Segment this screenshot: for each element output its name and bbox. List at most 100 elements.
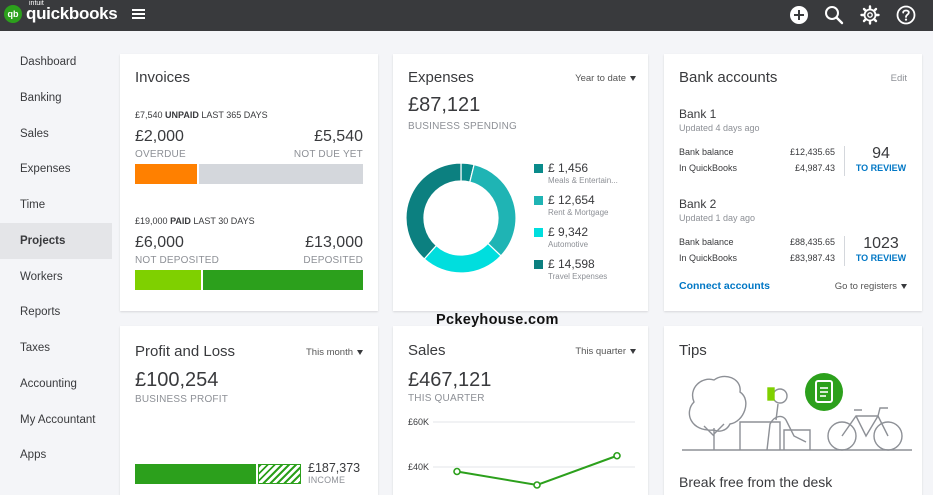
sales-title: Sales	[408, 342, 446, 359]
bank1-updated: Updated 4 days ago	[679, 123, 760, 133]
watermark-text: Pckeyhouse.com	[436, 312, 559, 328]
donut-slice-rent[interactable]	[469, 163, 517, 257]
sidebar-item-taxes[interactable]: Taxes	[20, 342, 51, 354]
profit-total: £100,254	[135, 369, 219, 391]
not-deposited-label: NOT DEPOSITED	[135, 255, 220, 266]
sidebar-item-dashboard[interactable]: Dashboard	[20, 56, 77, 68]
expense-amount-meals[interactable]: £ 1,456	[548, 161, 589, 175]
sales-total: £467,121	[408, 369, 492, 391]
unpaid-period: LAST 365 DAYS	[201, 110, 268, 120]
expenses-card: Expenses Year to date £87,121 BUSINESS S…	[393, 54, 648, 311]
sales-period-dropdown[interactable]: This quarter	[575, 346, 636, 357]
bank1-review-count[interactable]: 94	[872, 145, 890, 162]
donut-slice-travel[interactable]	[405, 162, 462, 260]
bank-edit-link[interactable]: Edit	[890, 73, 907, 84]
plus-icon[interactable]	[789, 5, 809, 25]
deposited-amount[interactable]: £13,000	[305, 234, 363, 251]
unpaid-amount: £7,540	[135, 110, 163, 120]
unpaid-bar[interactable]	[135, 164, 363, 184]
quickbooks-logo[interactable]: qb intuit quickbooks	[4, 0, 118, 24]
sidebar-item-accounting[interactable]: Accounting	[20, 378, 77, 390]
sales-point[interactable]	[533, 481, 541, 489]
overdue-bar-segment[interactable]	[135, 164, 197, 184]
sidebar-item-expenses[interactable]: Expenses	[20, 163, 71, 175]
paid-period: LAST 30 DAYS	[193, 216, 255, 226]
sales-sub: THIS QUARTER	[408, 393, 485, 404]
y-tick-label: £40K	[408, 462, 429, 472]
bank1-qb-balance: £4,987.43	[794, 163, 835, 173]
expense-amount-automotive[interactable]: £ 9,342	[548, 225, 589, 239]
profit-loss-card: Profit and Loss This month £100,254 BUSI…	[120, 326, 378, 495]
not-deposited-amount[interactable]: £6,000	[135, 234, 184, 251]
sales-point[interactable]	[453, 467, 461, 476]
logo-intuit: intuit	[29, 0, 44, 7]
not-due-amount[interactable]: £5,540	[314, 128, 363, 145]
bank1-review-label[interactable]: TO REVIEW	[855, 163, 907, 173]
bank1-qb-label: In QuickBooks	[679, 163, 738, 173]
not-deposited-bar-segment[interactable]	[135, 270, 202, 290]
paid-label: PAID	[170, 216, 191, 226]
sales-series-line	[456, 454, 618, 487]
profit-period-dropdown[interactable]: This month	[306, 347, 363, 358]
qb-logo-icon: qb	[4, 5, 22, 23]
menu-icon[interactable]	[132, 8, 146, 20]
paid-bar[interactable]	[135, 270, 363, 290]
bar-separator	[201, 270, 204, 290]
income-bar-hatched[interactable]	[258, 464, 301, 484]
invoices-title: Invoices	[135, 69, 191, 86]
expenses-period-dropdown[interactable]: Year to date	[575, 73, 636, 84]
expense-label-travel: Travel Expenses	[548, 272, 608, 281]
bank2-review-label[interactable]: TO REVIEW	[855, 253, 907, 263]
income-bar-track[interactable]	[135, 464, 301, 484]
deposited-label: DEPOSITED	[303, 255, 363, 266]
legend-swatch-rent	[534, 196, 543, 205]
connect-accounts-link[interactable]: Connect accounts	[679, 280, 771, 292]
bank2-name[interactable]: Bank 2	[679, 197, 717, 211]
sidebar-item-projects[interactable]: Projects	[0, 223, 112, 259]
expense-label-automotive: Automotive	[548, 240, 589, 249]
tips-headline[interactable]: Break free from the desk	[679, 474, 833, 490]
bank2-updated: Updated 1 day ago	[679, 213, 756, 223]
income-bar[interactable]	[135, 464, 257, 484]
search-icon[interactable]	[824, 5, 844, 25]
help-icon[interactable]	[896, 5, 916, 25]
profit-loss-title: Profit and Loss	[135, 343, 236, 360]
paid-amount: £19,000	[135, 216, 168, 226]
bank1-name[interactable]: Bank 1	[679, 107, 717, 121]
profit-sub: BUSINESS PROFIT	[135, 394, 229, 405]
income-amount[interactable]: £187,373	[308, 461, 361, 475]
expense-label-rent: Rent & Mortgage	[548, 208, 609, 217]
sidebar-item-time[interactable]: Time	[20, 199, 46, 211]
bank-accounts-card: Bank accounts Edit Bank 1 Updated 4 days…	[664, 54, 922, 311]
gear-icon[interactable]	[860, 5, 880, 25]
sales-line-chart[interactable]: £60K £40K	[393, 410, 648, 495]
expense-amount-rent[interactable]: £ 12,654	[548, 193, 595, 207]
legend-swatch-automotive	[534, 228, 543, 237]
tips-card: Tips Break free from the desk	[664, 326, 922, 495]
sidebar-item-sales[interactable]: Sales	[20, 128, 49, 140]
sidebar-item-apps[interactable]: Apps	[20, 449, 47, 461]
overdue-amount[interactable]: £2,000	[135, 128, 184, 145]
bank-accounts-title: Bank accounts	[679, 69, 778, 86]
sidebar-nav: Dashboard Banking Sales Expenses Time Pr…	[0, 31, 112, 495]
bank2-balance-label: Bank balance	[679, 237, 734, 247]
legend-swatch-meals	[534, 164, 543, 173]
bank2-review-count[interactable]: 1023	[863, 235, 899, 252]
bank2-qb-label: In QuickBooks	[679, 253, 738, 263]
sidebar-item-workers[interactable]: Workers	[20, 271, 63, 283]
sales-point[interactable]	[613, 451, 621, 460]
invoices-card: Invoices £7,540 UNPAID LAST 365 DAYS £2,…	[120, 54, 378, 311]
go-to-registers-dropdown[interactable]: Go to registers	[835, 281, 907, 292]
legend-swatch-travel	[534, 260, 543, 269]
sidebar-item-reports[interactable]: Reports	[20, 306, 61, 318]
bar-separator	[196, 164, 199, 184]
income-label: INCOME	[308, 475, 346, 485]
overdue-label: OVERDUE	[135, 149, 186, 160]
donut-slice-automotive[interactable]	[423, 242, 502, 274]
expense-amount-travel[interactable]: £ 14,598	[548, 257, 595, 271]
expenses-total: £87,121	[408, 94, 481, 116]
sidebar-item-my-accountant[interactable]: My Accountant	[20, 414, 96, 426]
sidebar-item-banking[interactable]: Banking	[20, 92, 62, 104]
expenses-donut-chart[interactable]	[405, 162, 517, 274]
expense-label-meals: Meals & Entertain...	[548, 176, 618, 185]
